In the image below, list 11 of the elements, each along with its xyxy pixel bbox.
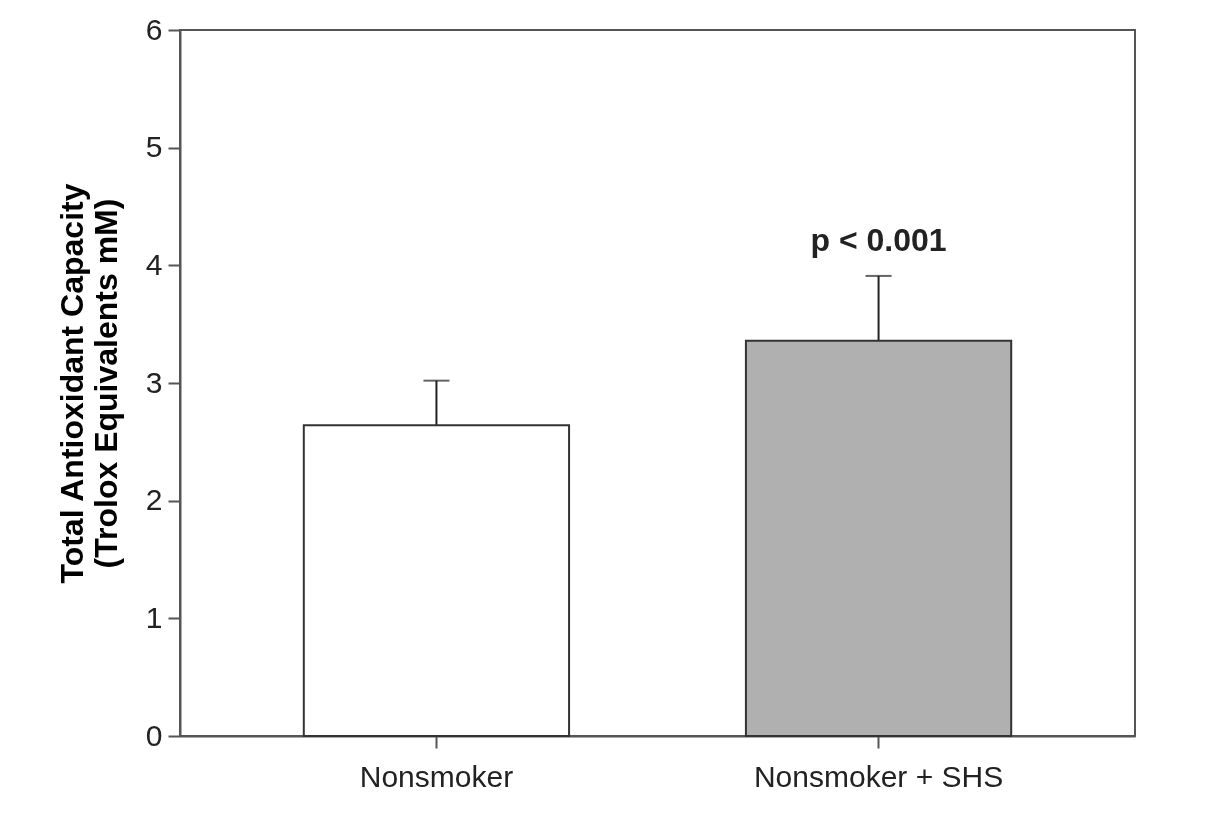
x-tick-label: Nonsmoker xyxy=(359,759,514,793)
y-tick-label: 4 xyxy=(145,247,163,281)
y-tick-label: 0 xyxy=(145,718,163,752)
y-tick-label: 1 xyxy=(145,600,163,634)
y-tick-label: 2 xyxy=(145,483,163,517)
x-tick-label: Nonsmoker + SHS xyxy=(753,759,1004,793)
y-tick-label: 5 xyxy=(145,130,163,164)
y-axis-title: Total Antioxidant Capacity (Trolox Equivalents mM) xyxy=(53,183,124,584)
y-tick-label: 3 xyxy=(145,365,163,399)
y-tick-label: 6 xyxy=(145,12,163,46)
annotation: p < 0.001 xyxy=(810,221,947,258)
